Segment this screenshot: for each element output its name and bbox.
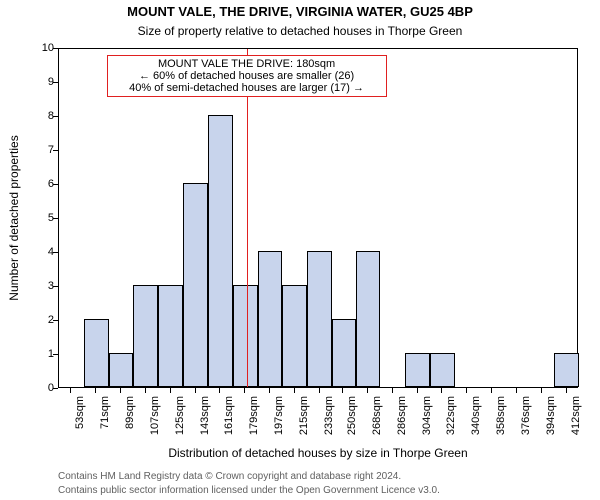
- x-tick-mark: [392, 388, 393, 393]
- y-tick-mark: [53, 184, 58, 185]
- x-tick-mark: [319, 388, 320, 393]
- y-tick-mark: [53, 354, 58, 355]
- x-tick-label: 215sqm: [298, 396, 310, 435]
- x-tick-mark: [244, 388, 245, 393]
- histogram-bar: [258, 251, 283, 387]
- reference-vline: [247, 49, 248, 387]
- annotation-line: MOUNT VALE THE DRIVE: 180sqm: [112, 58, 382, 70]
- x-tick-label: 358sqm: [495, 396, 507, 435]
- x-tick-mark: [541, 388, 542, 393]
- histogram-bar: [133, 285, 158, 387]
- y-tick-label: 0: [24, 382, 54, 394]
- histogram-bar: [430, 353, 455, 387]
- footnote-line-2: Contains public sector information licen…: [58, 485, 440, 496]
- x-tick-label: 394sqm: [545, 396, 557, 435]
- x-tick-mark: [95, 388, 96, 393]
- y-axis-label: Number of detached properties: [7, 135, 21, 300]
- x-tick-label: 233sqm: [323, 396, 335, 435]
- histogram-bar: [158, 285, 183, 387]
- annotation-line: 40% of semi-detached houses are larger (…: [112, 82, 382, 94]
- y-tick-mark: [53, 48, 58, 49]
- y-tick-mark: [53, 252, 58, 253]
- x-tick-label: 89sqm: [124, 396, 136, 429]
- y-tick-mark: [53, 388, 58, 389]
- x-tick-label: 179sqm: [248, 396, 260, 435]
- x-tick-mark: [120, 388, 121, 393]
- x-tick-mark: [170, 388, 171, 393]
- x-tick-label: 53sqm: [74, 396, 86, 429]
- histogram-bar: [208, 115, 233, 387]
- footnote-line-1: Contains HM Land Registry data © Crown c…: [58, 471, 401, 482]
- x-tick-mark: [367, 388, 368, 393]
- y-tick-label: 5: [24, 212, 54, 224]
- y-tick-mark: [53, 218, 58, 219]
- x-tick-label: 71sqm: [99, 396, 111, 429]
- x-tick-label: 304sqm: [421, 396, 433, 435]
- x-tick-mark: [195, 388, 196, 393]
- histogram-bar: [356, 251, 381, 387]
- y-tick-mark: [53, 286, 58, 287]
- y-tick-mark: [53, 116, 58, 117]
- x-tick-label: 197sqm: [273, 396, 285, 435]
- histogram-bar: [307, 251, 332, 387]
- y-tick-label: 10: [24, 42, 54, 54]
- x-tick-mark: [566, 388, 567, 393]
- chart-title: MOUNT VALE, THE DRIVE, VIRGINIA WATER, G…: [0, 4, 600, 19]
- y-tick-mark: [53, 150, 58, 151]
- x-tick-label: 412sqm: [570, 396, 582, 435]
- x-tick-label: 376sqm: [520, 396, 532, 435]
- x-tick-label: 286sqm: [396, 396, 408, 435]
- x-tick-label: 161sqm: [223, 396, 235, 435]
- histogram-bar: [84, 319, 109, 387]
- y-tick-label: 6: [24, 178, 54, 190]
- histogram-bar: [405, 353, 430, 387]
- annotation-box: MOUNT VALE THE DRIVE: 180sqm← 60% of det…: [107, 55, 387, 97]
- y-tick-label: 3: [24, 280, 54, 292]
- x-tick-label: 322sqm: [445, 396, 457, 435]
- y-tick-label: 1: [24, 348, 54, 360]
- y-tick-label: 9: [24, 76, 54, 88]
- histogram-plot-area: MOUNT VALE THE DRIVE: 180sqm← 60% of det…: [58, 48, 578, 388]
- x-tick-label: 143sqm: [199, 396, 211, 435]
- x-tick-mark: [269, 388, 270, 393]
- x-tick-mark: [491, 388, 492, 393]
- histogram-bar: [109, 353, 134, 387]
- x-tick-label: 125sqm: [174, 396, 186, 435]
- y-tick-label: 2: [24, 314, 54, 326]
- chart-subtitle: Size of property relative to detached ho…: [0, 24, 600, 38]
- y-tick-label: 8: [24, 110, 54, 122]
- histogram-bar: [332, 319, 355, 387]
- y-tick-mark: [53, 320, 58, 321]
- x-tick-label: 268sqm: [371, 396, 383, 435]
- histogram-bar: [233, 285, 258, 387]
- histogram-bar: [183, 183, 208, 387]
- x-tick-mark: [417, 388, 418, 393]
- y-tick-label: 4: [24, 246, 54, 258]
- y-tick-mark: [53, 82, 58, 83]
- x-tick-label: 340sqm: [470, 396, 482, 435]
- y-tick-label: 7: [24, 144, 54, 156]
- x-tick-mark: [466, 388, 467, 393]
- x-tick-mark: [516, 388, 517, 393]
- x-tick-mark: [342, 388, 343, 393]
- histogram-bar: [554, 353, 579, 387]
- x-tick-mark: [145, 388, 146, 393]
- annotation-line: ← 60% of detached houses are smaller (26…: [112, 70, 382, 82]
- x-tick-mark: [70, 388, 71, 393]
- x-axis-label: Distribution of detached houses by size …: [58, 446, 578, 460]
- x-tick-mark: [219, 388, 220, 393]
- x-tick-label: 250sqm: [346, 396, 358, 435]
- histogram-bar: [282, 285, 307, 387]
- x-tick-mark: [294, 388, 295, 393]
- x-tick-label: 107sqm: [149, 396, 161, 435]
- x-tick-mark: [441, 388, 442, 393]
